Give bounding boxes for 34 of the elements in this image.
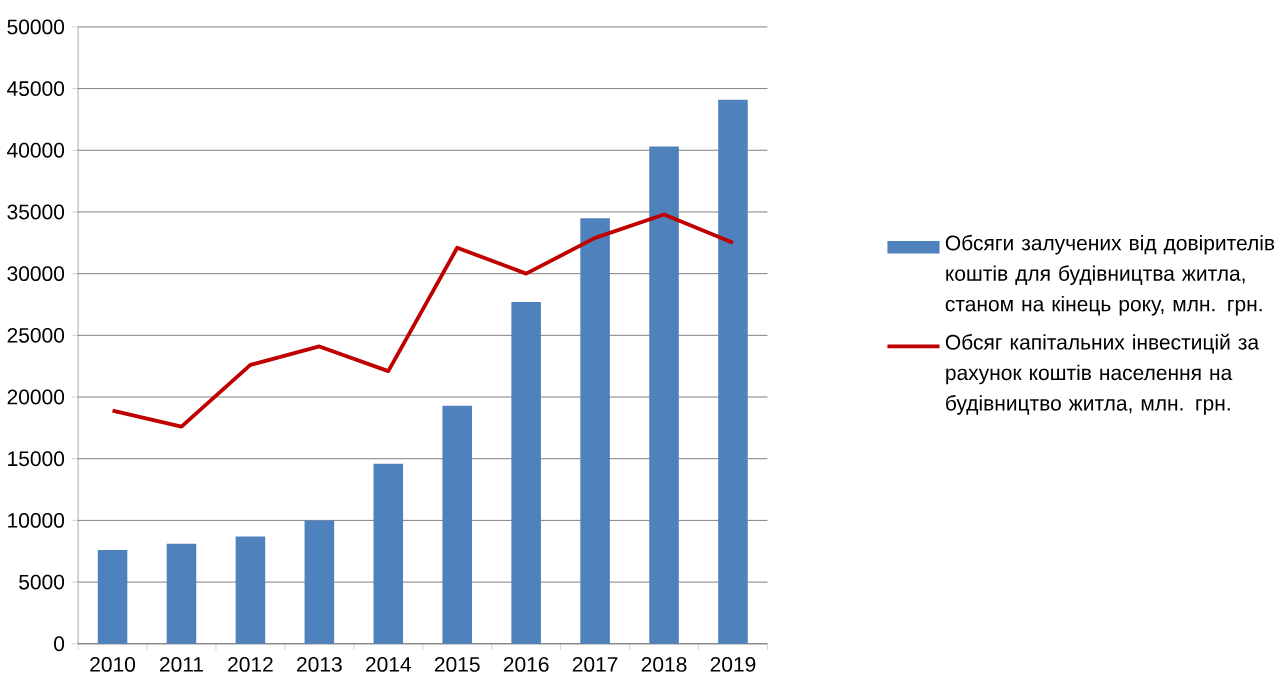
- y-tick-label: 20000: [7, 389, 65, 405]
- x-tick-label: 2018: [641, 657, 687, 672]
- y-tick-label: 0: [54, 636, 65, 652]
- bar: [97, 550, 128, 644]
- x-tick-label: 2019: [710, 657, 756, 672]
- legend-label: Обсяг капітальних інвестицій за рахунок коштів населення на будівництво житла, млн. грн.: [945, 334, 1260, 415]
- y-tick-label: 10000: [8, 513, 65, 528]
- y-tick-label: 45000: [7, 81, 65, 97]
- x-tick-label: 2014: [366, 657, 411, 672]
- y-tick-label: 5000: [19, 574, 65, 590]
- y-tick-label: 50000: [7, 19, 65, 35]
- bar: [373, 463, 404, 644]
- bar: [511, 302, 541, 644]
- y-tick-label: 25000: [7, 328, 65, 343]
- bar: [718, 99, 748, 644]
- bar: [442, 405, 472, 644]
- x-tick-label: 2015: [434, 657, 480, 672]
- x-tick-label: 2012: [228, 657, 273, 672]
- line-series: [110, 212, 735, 429]
- bar: [580, 218, 610, 644]
- legend-label: Обсяги залучених від довірителів коштів для будівництва житла, станом на кінець року, млн. грн.: [945, 234, 1275, 316]
- x-tick-label: 2016: [503, 657, 549, 672]
- bar: [649, 146, 679, 644]
- bar: [235, 536, 266, 644]
- x-tick-label: 2010: [90, 657, 136, 672]
- x-tick-label: 2017: [572, 657, 618, 672]
- y-tick-label: 35000: [7, 204, 65, 220]
- y-tick-label: 30000: [7, 266, 65, 282]
- x-tick-label: 2013: [297, 657, 342, 672]
- bar: [304, 520, 335, 644]
- y-tick-label: 40000: [7, 142, 65, 158]
- bar: [166, 543, 197, 644]
- x-tick-label: 2011: [159, 657, 204, 672]
- y-tick-label: 15000: [8, 451, 65, 467]
